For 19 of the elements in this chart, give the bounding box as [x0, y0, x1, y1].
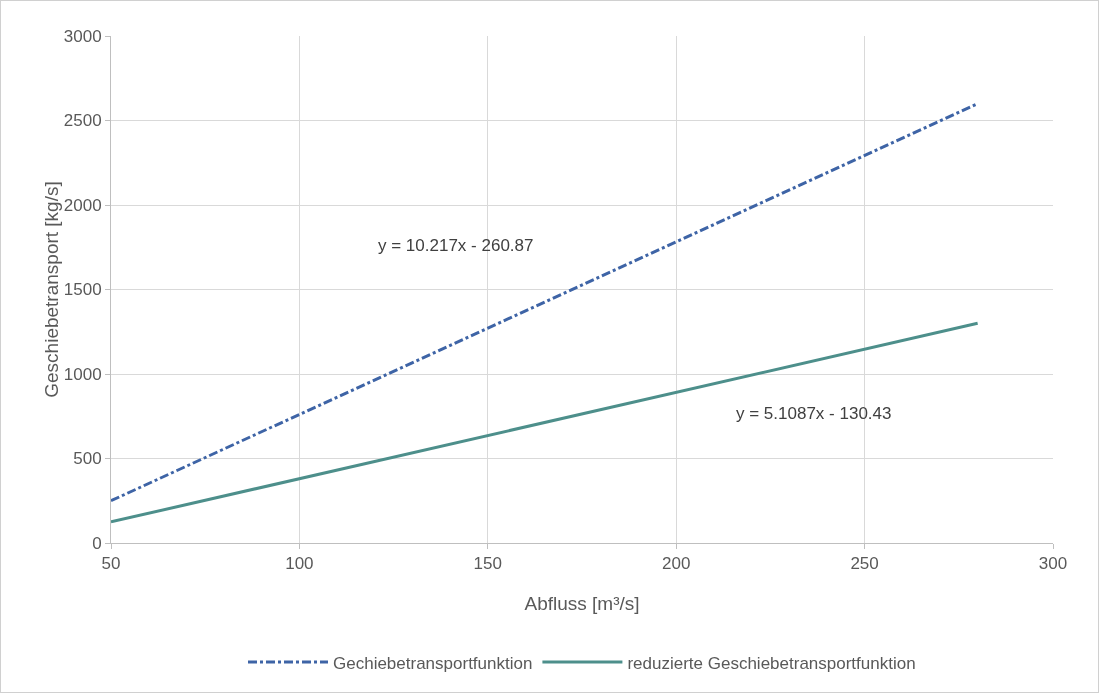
y-tick-label: 3000: [63, 26, 102, 46]
y-tick-label: 2000: [63, 195, 102, 215]
legend-label: reduzierte Geschiebetransportfunktion: [627, 653, 916, 673]
annotation: y = 5.1087x - 130.43: [736, 404, 892, 423]
y-tick-label: 0: [92, 533, 102, 553]
x-tick-label: 50: [101, 554, 121, 574]
x-tick-label: 300: [1038, 554, 1068, 574]
y-tick-label: 2500: [63, 111, 102, 131]
x-tick-label: 150: [473, 554, 502, 574]
y-tick-label: 500: [73, 449, 102, 469]
x-axis-title: Abfluss [m³/s]: [524, 593, 640, 614]
y-axis-title: Geschiebetransport [kg/s]: [40, 181, 62, 398]
y-tick-label: 1000: [63, 364, 102, 384]
x-tick-label: 250: [850, 554, 879, 574]
y-tick-label: 1500: [63, 280, 102, 300]
x-tick-label: 200: [662, 554, 691, 574]
x-tick-label: 100: [285, 554, 314, 574]
annotation: y = 10.217x - 260.87: [378, 236, 534, 255]
legend-label: Gechiebetransportfunktion: [333, 653, 533, 673]
